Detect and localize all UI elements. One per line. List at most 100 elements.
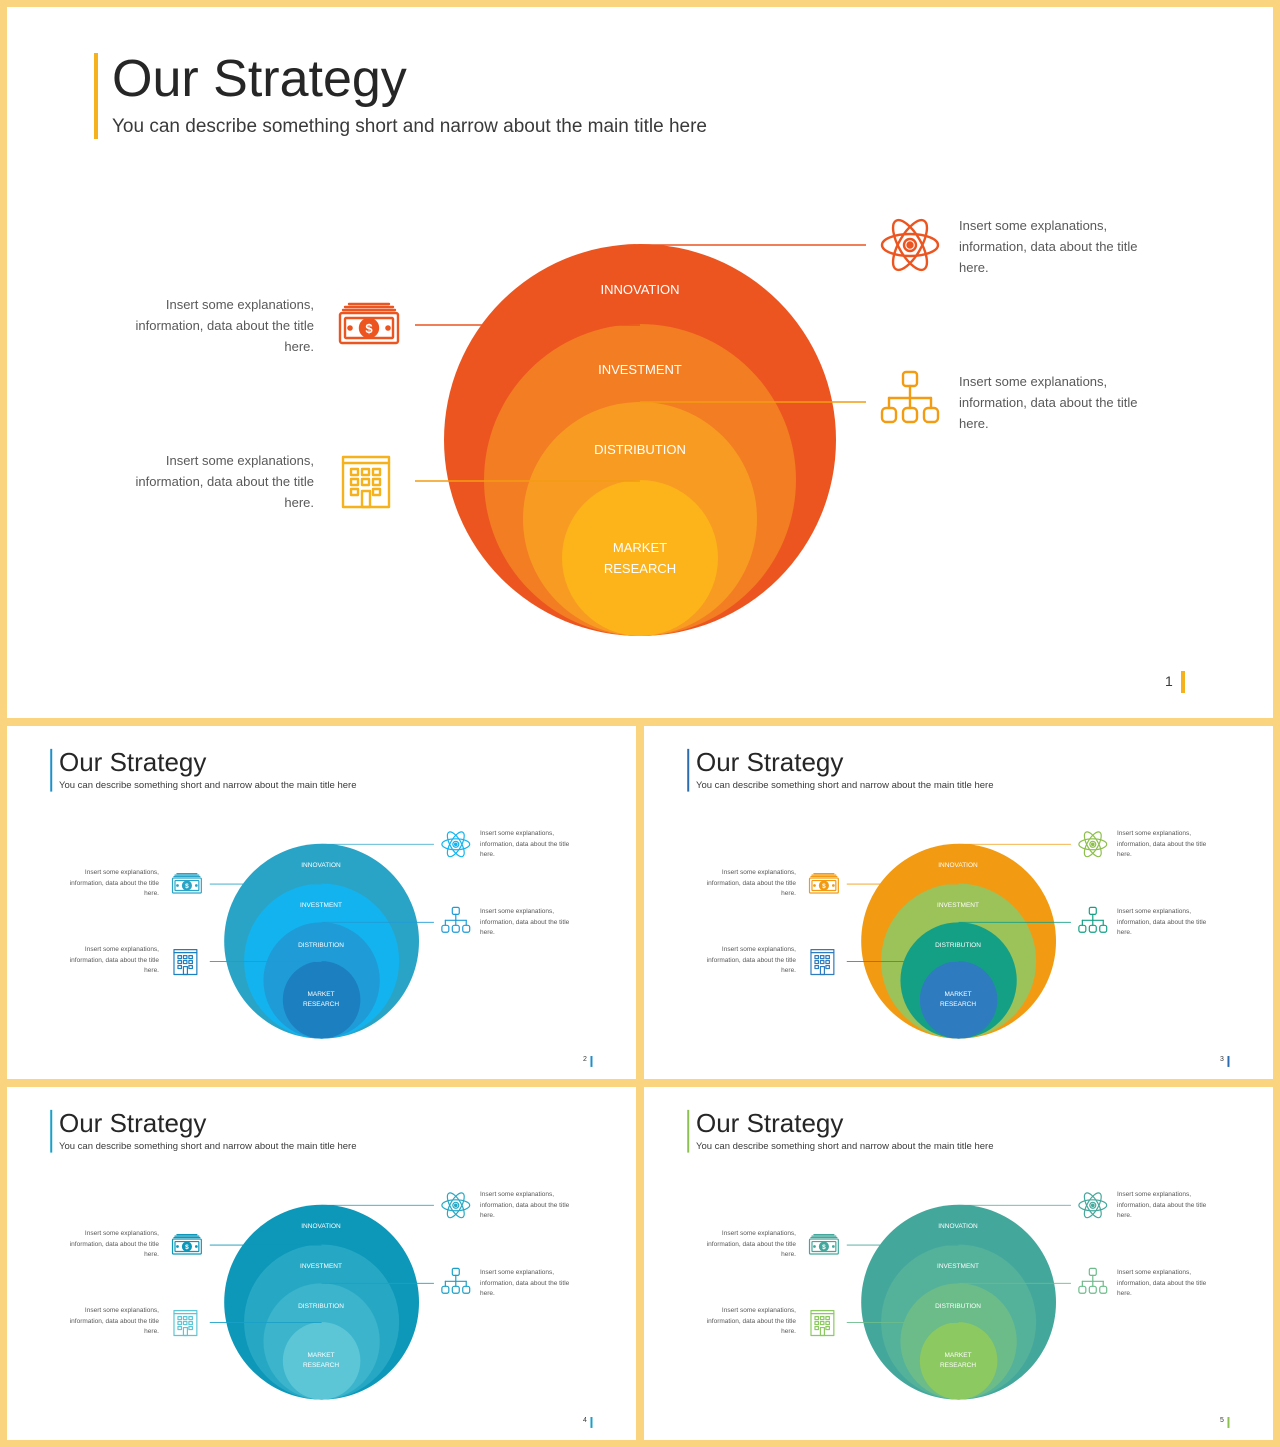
slide-subtitle: You can describe something short and nar…: [112, 116, 707, 137]
label-market-research: MARKET RESEARCH: [302, 1352, 340, 1370]
diagram-canvas: $: [50, 748, 593, 1067]
diagram-canvas: $: [687, 1109, 1230, 1428]
title-accent-bar: [687, 1109, 690, 1153]
circle-market-research: [282, 1322, 361, 1400]
label-distribution: DISTRIBUTION: [935, 1303, 981, 1310]
title-accent-bar: [50, 748, 53, 792]
description-atom: Insert some explanations, information, d…: [959, 218, 1138, 276]
label-distribution: DISTRIBUTION: [935, 942, 981, 949]
slide-title: Our Strategy: [696, 1108, 844, 1138]
label-innovation: INNOVATION: [301, 862, 341, 869]
slide-subtitle: You can describe something short and nar…: [696, 780, 994, 791]
slide-title: Our Strategy: [112, 50, 407, 108]
page-accent-bar: [1181, 671, 1185, 693]
description-atom: Insert some explanations, information, d…: [1117, 830, 1207, 859]
svg-text:$: $: [365, 321, 373, 336]
page-number: 5: [1220, 1417, 1224, 1424]
building-icon: [173, 1310, 198, 1337]
money-icon: $: [808, 873, 839, 894]
diagram-canvas: $: [687, 748, 1230, 1067]
description-building: Insert some explanations, information, d…: [135, 453, 314, 511]
description-building: Insert some explanations, information, d…: [706, 1307, 796, 1336]
label-investment: INVESTMENT: [300, 902, 342, 909]
label-distribution: DISTRIBUTION: [298, 942, 344, 949]
page-accent-bar: [590, 1056, 593, 1067]
building-icon: [810, 949, 835, 976]
label-investment: INVESTMENT: [598, 362, 682, 377]
slide-4: $ Our Strategy You can describe somethin…: [7, 1087, 636, 1440]
hierarchy-icon: [1078, 1267, 1108, 1294]
atom-icon: [441, 831, 471, 858]
circle-market-research: [562, 480, 718, 636]
description-building: Insert some explanations, information, d…: [69, 1307, 159, 1336]
label-investment: INVESTMENT: [300, 1263, 342, 1270]
label-investment: INVESTMENT: [937, 1263, 979, 1270]
description-atom: Insert some explanations, information, d…: [1117, 1191, 1207, 1220]
slide-title: Our Strategy: [696, 747, 844, 777]
description-hierarchy: Insert some explanations, information, d…: [480, 1269, 570, 1298]
label-investment: INVESTMENT: [937, 902, 979, 909]
description-money: Insert some explanations, information, d…: [69, 1230, 159, 1259]
description-hierarchy: Insert some explanations, information, d…: [1117, 908, 1207, 937]
label-market-research: MARKET RESEARCH: [603, 540, 677, 576]
diagram-canvas: $: [94, 53, 1185, 693]
title-accent-bar: [50, 1109, 53, 1153]
label-innovation: INNOVATION: [938, 862, 978, 869]
slide-subtitle: You can describe something short and nar…: [59, 780, 357, 791]
diagram-canvas: $: [50, 1109, 593, 1428]
description-money: Insert some explanations, information, d…: [706, 869, 796, 898]
label-market-research: MARKET RESEARCH: [939, 1352, 977, 1370]
description-atom: Insert some explanations, information, d…: [480, 1191, 570, 1220]
label-innovation: INNOVATION: [938, 1223, 978, 1230]
page-number: 1: [1165, 673, 1173, 689]
circle-market-research: [919, 961, 998, 1039]
building-icon: [341, 455, 391, 509]
label-market-research: MARKET RESEARCH: [939, 991, 977, 1009]
label-distribution: DISTRIBUTION: [298, 1303, 344, 1310]
circle-market-research: [282, 961, 361, 1039]
page-accent-bar: [590, 1417, 593, 1428]
slide-3: $ Our Strategy You can describe somethin…: [644, 726, 1273, 1079]
description-atom: Insert some explanations, information, d…: [480, 830, 570, 859]
description-building: Insert some explanations, information, d…: [69, 946, 159, 975]
circle-market-research: [919, 1322, 998, 1400]
hierarchy-icon: [441, 1267, 471, 1294]
atom-icon: [1078, 1192, 1108, 1219]
svg-text:$: $: [185, 883, 189, 890]
page-number: 2: [583, 1056, 587, 1063]
money-icon: $: [171, 873, 202, 894]
hierarchy-icon: [1078, 906, 1108, 933]
hierarchy-icon: [441, 906, 471, 933]
label-innovation: INNOVATION: [301, 1223, 341, 1230]
slide-2: $ Our Strategy You can describe somethin…: [7, 726, 636, 1079]
atom-icon: [880, 218, 940, 272]
page-accent-bar: [1227, 1056, 1230, 1067]
label-distribution: DISTRIBUTION: [594, 442, 686, 457]
building-icon: [810, 1310, 835, 1337]
money-icon: $: [808, 1234, 839, 1255]
atom-icon: [1078, 831, 1108, 858]
description-hierarchy: Insert some explanations, information, d…: [959, 374, 1138, 432]
title-accent-bar: [94, 53, 98, 139]
svg-text:$: $: [822, 883, 826, 890]
page-number: 4: [583, 1417, 587, 1424]
svg-text:$: $: [185, 1244, 189, 1251]
atom-icon: [441, 1192, 471, 1219]
label-market-research: MARKET RESEARCH: [302, 991, 340, 1009]
label-innovation: INNOVATION: [600, 282, 680, 297]
money-icon: $: [171, 1234, 202, 1255]
page-accent-bar: [1227, 1417, 1230, 1428]
description-money: Insert some explanations, information, d…: [706, 1230, 796, 1259]
slide-5: $ Our Strategy You can describe somethin…: [644, 1087, 1273, 1440]
building-icon: [173, 949, 198, 976]
description-money: Insert some explanations, information, d…: [69, 869, 159, 898]
description-hierarchy: Insert some explanations, information, d…: [480, 908, 570, 937]
title-accent-bar: [687, 748, 690, 792]
description-building: Insert some explanations, information, d…: [706, 946, 796, 975]
description-hierarchy: Insert some explanations, information, d…: [1117, 1269, 1207, 1298]
slide-1: $ Our Strategy You can describe somethin…: [7, 7, 1273, 718]
slide-title: Our Strategy: [59, 747, 207, 777]
slide-subtitle: You can describe something short and nar…: [59, 1141, 357, 1152]
money-icon: $: [338, 302, 400, 345]
hierarchy-icon: [880, 370, 940, 424]
